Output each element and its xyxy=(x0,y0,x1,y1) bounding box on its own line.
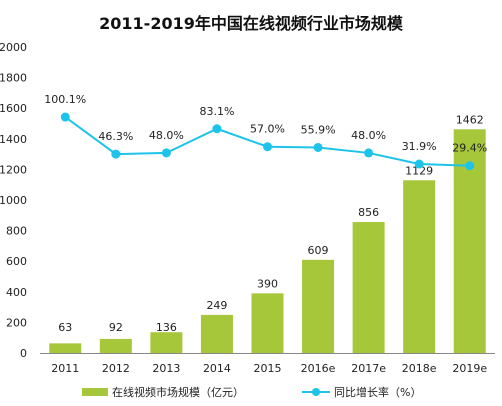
growth-rate-label: 100.1% xyxy=(44,93,86,106)
y-tick-label: 600 xyxy=(6,255,27,268)
growth-rate-point xyxy=(313,142,323,152)
y-tick-label: 1600 xyxy=(0,102,27,115)
y-tick-label: 1200 xyxy=(0,163,27,176)
legend-label-bars: 在线视频市场规模（亿元） xyxy=(112,385,244,399)
y-tick-label: 1000 xyxy=(0,194,27,207)
bar-value-label: 1129 xyxy=(405,164,433,177)
y-tick-label: 2000 xyxy=(0,41,27,54)
bar xyxy=(200,314,233,353)
legend-marker-growth xyxy=(312,388,320,396)
growth-rate-label: 31.9% xyxy=(402,140,437,153)
bar xyxy=(99,338,132,353)
x-tick-label: 2014 xyxy=(203,362,231,375)
growth-rate-point xyxy=(60,112,70,122)
legend-swatch-bars xyxy=(82,388,108,396)
y-tick-label: 1800 xyxy=(0,72,27,85)
y-tick-label: 800 xyxy=(6,225,27,238)
x-tick-label: 2013 xyxy=(152,362,180,375)
y-tick-label: 400 xyxy=(6,286,27,299)
growth-rate-label: 48.0% xyxy=(351,129,386,142)
bar xyxy=(49,343,82,353)
bar xyxy=(352,222,385,353)
bar-value-label: 63 xyxy=(58,321,72,334)
growth-rate-point xyxy=(465,161,475,171)
growth-rate-point xyxy=(161,148,171,158)
growth-rate-point xyxy=(263,142,272,152)
x-tick-label: 2012 xyxy=(102,362,130,375)
bar-value-label: 136 xyxy=(156,321,177,334)
x-tick-label: 2017e xyxy=(351,362,386,375)
bar xyxy=(302,259,335,353)
growth-rate-label: 29.4% xyxy=(452,142,487,155)
bar-value-label: 390 xyxy=(257,277,278,290)
bar xyxy=(251,293,284,353)
growth-rate-label: 55.9% xyxy=(301,123,336,136)
growth-rate-label: 83.1% xyxy=(199,105,234,118)
y-tick-label: 200 xyxy=(6,316,27,329)
bar xyxy=(403,180,436,353)
bar-value-label: 249 xyxy=(206,299,227,312)
growth-rate-point xyxy=(414,159,424,169)
growth-rate-label: 57.0% xyxy=(250,123,285,136)
growth-rate-point xyxy=(111,149,121,159)
y-tick-label: 1400 xyxy=(0,133,27,146)
x-tick-label: 2019e xyxy=(452,362,487,375)
bar-value-label: 856 xyxy=(358,206,379,219)
chart-title: 2011-2019年中国在线视频行业市场规模 xyxy=(99,14,403,33)
bar-value-label: 609 xyxy=(308,244,329,257)
x-tick-label: 2016e xyxy=(301,362,336,375)
x-tick-label: 2011 xyxy=(51,362,79,375)
x-tick-label: 2018e xyxy=(402,362,437,375)
legend-label-growth: 同比增长率（%） xyxy=(334,385,421,399)
bar-value-label: 1462 xyxy=(456,113,484,126)
growth-rate-point xyxy=(364,148,374,158)
bar-value-label: 92 xyxy=(109,321,123,334)
bar xyxy=(150,332,183,353)
growth-rate-point xyxy=(212,124,222,134)
x-tick-label: 2015 xyxy=(254,362,282,375)
growth-rate-label: 46.3% xyxy=(98,130,133,143)
y-tick-label: 0 xyxy=(20,347,27,360)
growth-rate-label: 48.0% xyxy=(149,129,184,142)
